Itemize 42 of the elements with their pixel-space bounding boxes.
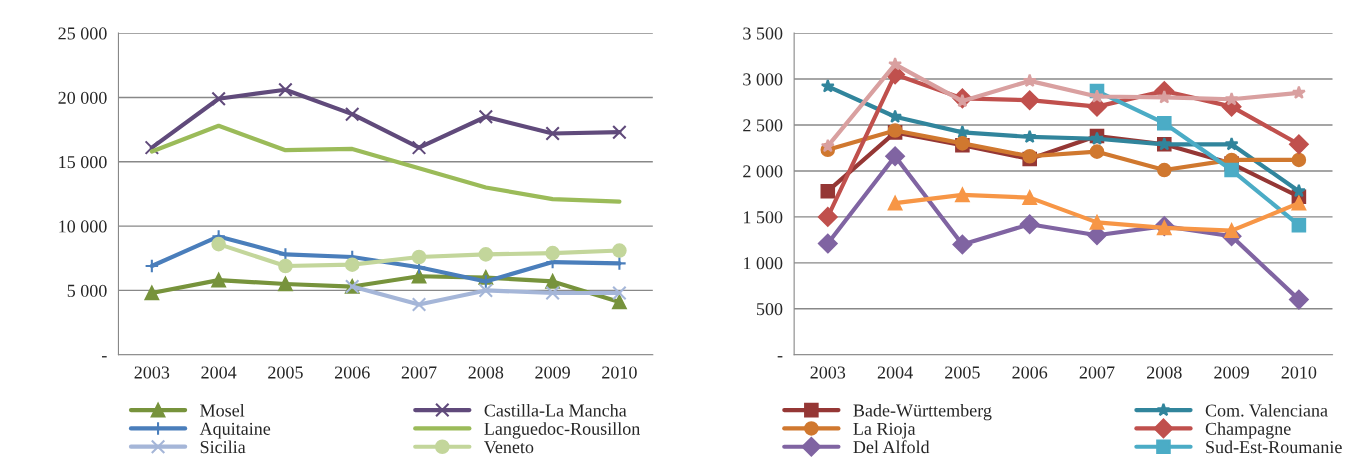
legend-label: La Rioja (853, 422, 916, 439)
legend-label: Del Alfold (853, 440, 930, 454)
legend-label: Com. Valenciana (1205, 403, 1328, 417)
y-tick-label: 5 000 (67, 284, 107, 297)
x-tick-label: 2007 (1079, 366, 1115, 379)
x-tick-label: 2010 (1281, 366, 1317, 379)
legend-label: Languedoc-Rousillon (484, 422, 641, 439)
y-tick-label: 1 000 (743, 257, 783, 270)
legend-label: Veneto (484, 441, 534, 454)
legend-label: Sicilia (200, 440, 246, 454)
x-tick-label: 2008 (468, 366, 504, 379)
y-tick-label: 3 000 (743, 73, 783, 86)
x-tick-label: 2009 (1214, 366, 1249, 379)
legend-label: Castilla-La Mancha (484, 403, 627, 417)
legend-label: Bade-Württemberg (853, 403, 992, 421)
x-tick-label: 2009 (535, 366, 570, 379)
x-tick-label: 2007 (401, 366, 437, 379)
x-tick-label: 2008 (1147, 366, 1182, 379)
y-tick-label: 25 000 (58, 27, 107, 40)
x-tick-label: 2006 (334, 366, 370, 379)
legend-label: Aquitaine (199, 422, 271, 439)
y-tick-label: - (102, 356, 107, 358)
y-tick-label: 3 500 (743, 27, 783, 40)
y-tick-label: 2 000 (743, 165, 783, 178)
y-tick-label: 500 (757, 303, 783, 316)
x-tick-label: 2006 (1012, 366, 1048, 379)
y-tick-label: - (777, 356, 783, 358)
legend-label: Mosel (200, 403, 245, 417)
x-tick-label: 2005 (945, 366, 980, 379)
y-tick-label: 10 000 (59, 220, 107, 233)
legend-label: Sud-Est-Roumanie (1206, 440, 1342, 454)
x-tick-label: 2004 (877, 366, 913, 379)
y-tick-label: 2 500 (743, 119, 783, 132)
y-tick-label: 20 000 (58, 91, 107, 104)
x-tick-label: 2003 (134, 366, 170, 379)
y-tick-label: 1 500 (743, 211, 783, 224)
legend-label: Champagne (1205, 422, 1291, 439)
x-tick-label: 2004 (201, 366, 237, 379)
x-tick-label: 2003 (810, 366, 846, 379)
x-tick-label: 2005 (268, 366, 303, 379)
x-tick-label: 2010 (602, 366, 637, 379)
y-tick-label: 15 000 (59, 156, 107, 169)
